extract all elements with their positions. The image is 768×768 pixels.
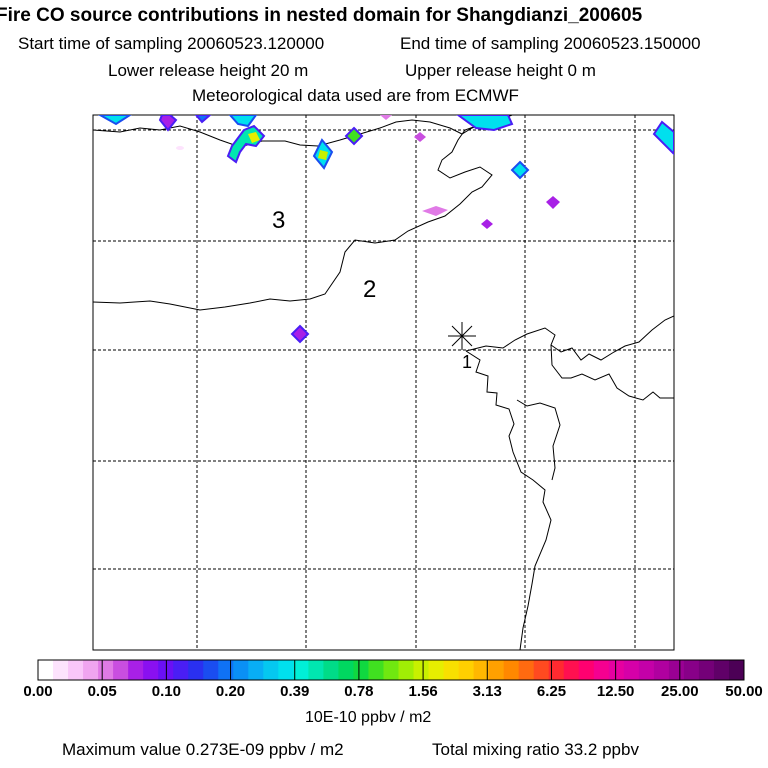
plume: [380, 115, 392, 120]
plume: [546, 196, 560, 209]
colorbar-swatch: [698, 660, 715, 680]
colorbar-swatch: [53, 660, 69, 680]
colorbar-swatch: [668, 660, 685, 680]
colorbar-swatch: [713, 660, 730, 680]
colorbar-swatch: [548, 660, 565, 680]
total-mixing-ratio-label: Total mixing ratio 33.2 ppbv: [432, 740, 639, 759]
colorbar-tick-label: 0.00: [23, 683, 53, 700]
colorbar-swatch: [608, 660, 625, 680]
colorbar-swatch: [83, 660, 99, 680]
colorbar-swatch: [398, 660, 415, 680]
plume: [158, 115, 178, 132]
colorbar-swatch: [353, 660, 369, 680]
colorbar-tick-label: 0.20: [215, 683, 246, 700]
plume: [414, 132, 426, 142]
contour-label: 2: [363, 276, 376, 303]
colorbar-swatch: [503, 660, 520, 680]
colorbar-units: 10E-10 ppbv / m2: [305, 709, 432, 726]
contour-label: 1: [462, 352, 472, 372]
colorbar-swatch: [443, 660, 460, 680]
colorbar-swatch: [248, 660, 264, 680]
met-data-label: Meteorological data used are from ECMWF: [192, 86, 519, 105]
map-gridlines: [93, 115, 674, 650]
plume: [228, 115, 258, 128]
colorbar-swatch: [188, 660, 204, 680]
colorbar-swatch: [218, 660, 234, 680]
plume: [97, 115, 132, 126]
station-asterisk-icon: [448, 322, 476, 350]
plume: [481, 219, 493, 229]
colorbar-tick-label: 50.00: [725, 683, 763, 700]
colorbar-tick-label: 0.10: [151, 683, 181, 700]
colorbar-swatch: [638, 660, 655, 680]
plume-core: [318, 150, 328, 160]
colorbar-tick-label: 12.50: [596, 683, 635, 700]
end-time-label: End time of sampling 20060523.150000: [400, 34, 701, 53]
colorbar-tick-label: 1.56: [408, 683, 438, 700]
colorbar-swatch: [338, 660, 354, 680]
colorbar-tick-label: 0.05: [87, 683, 117, 700]
colorbar-swatch: [578, 660, 595, 680]
colorbar-swatch: [653, 660, 670, 680]
colorbar-swatch: [368, 660, 384, 680]
contour-label: 3: [272, 207, 285, 234]
coastline: [93, 115, 674, 650]
start-time-label: Start time of sampling 20060523.120000: [18, 34, 325, 53]
plume-core: [248, 132, 260, 143]
plume: [194, 115, 212, 124]
colorbar-swatch: [683, 660, 700, 680]
colorbar-swatch: [143, 660, 159, 680]
chart-title: Fire CO source contributions in nested d…: [0, 5, 643, 26]
colorbar-swatch: [293, 660, 309, 680]
colorbar-swatch: [323, 660, 339, 680]
lower-release-height-label: Lower release height 20 m: [108, 61, 309, 80]
upper-release-height-label: Upper release height 0 m: [405, 61, 596, 80]
colorbar-swatch: [488, 660, 505, 680]
colorbar-tick-label: 3.13: [472, 683, 502, 700]
colorbar-tick-label: 0.39: [280, 683, 310, 700]
colorbar-swatch: [533, 660, 550, 680]
colorbar-swatch: [98, 660, 114, 680]
colorbar-swatch: [563, 660, 580, 680]
maximum-value-label: Maximum value 0.273E-09 ppbv / m2: [62, 740, 344, 759]
colorbar-frame: [37, 659, 745, 681]
plume: [652, 120, 674, 156]
colorbar-swatch: [383, 660, 400, 680]
colorbar-swatch: [623, 660, 640, 680]
plume: [456, 115, 514, 132]
colorbar-swatch: [278, 660, 294, 680]
map-contents: 3 2 1: [93, 115, 674, 650]
fire-source-plumes: [97, 115, 674, 344]
colorbar-swatch: [308, 660, 324, 680]
colorbar-swatch: [473, 660, 490, 680]
colorbar-swatch: [728, 660, 745, 680]
colorbar-swatch: [413, 660, 430, 680]
colorbar-swatch: [428, 660, 445, 680]
colorbar-swatch: [113, 660, 129, 680]
colorbar-tick-label: 0.78: [344, 683, 374, 700]
colorbar-swatch: [263, 660, 279, 680]
colorbar-dividers: [101, 660, 681, 680]
colorbar-swatch: [458, 660, 475, 680]
plume: [422, 206, 448, 216]
plume: [176, 146, 184, 150]
colorbar-tick-label: 25.00: [661, 683, 699, 700]
colorbar-swatch: [593, 660, 610, 680]
plume: [510, 160, 530, 180]
colorbar-swatch: [128, 660, 144, 680]
colorbar-swatch: [518, 660, 535, 680]
colorbar-tick-label: 6.25: [536, 683, 567, 700]
colorbar-swatch: [38, 660, 54, 680]
colorbar-swatch: [68, 660, 84, 680]
plume: [290, 324, 310, 344]
colorbar-swatch: [173, 660, 189, 680]
colorbar-swatch: [233, 660, 249, 680]
colorbar: [38, 660, 745, 680]
plume: [344, 126, 364, 146]
colorbar-swatch: [203, 660, 219, 680]
map-frame: [92, 114, 675, 651]
